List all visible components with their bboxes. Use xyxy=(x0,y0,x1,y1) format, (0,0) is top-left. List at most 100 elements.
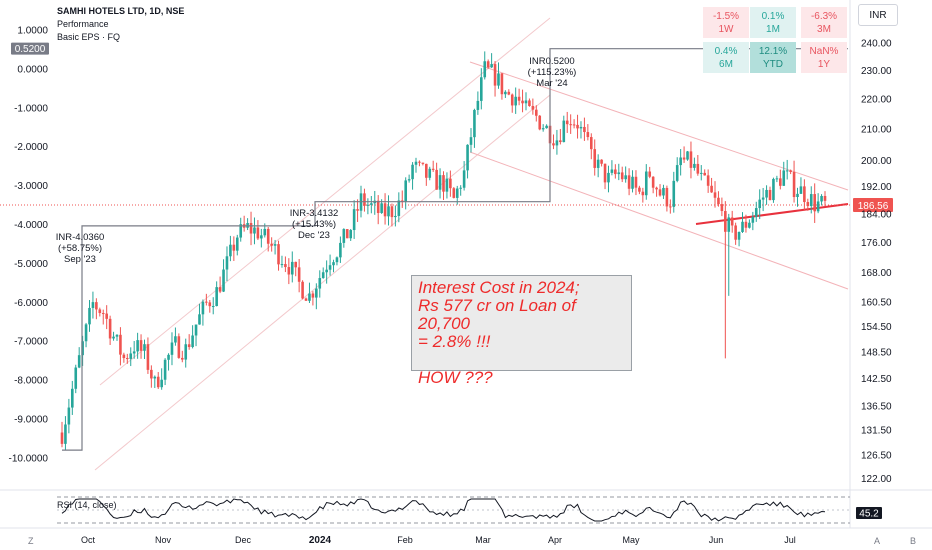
note-line-4: HOW ??? xyxy=(418,368,493,387)
candle-body xyxy=(136,340,139,352)
performance-period: 3M xyxy=(817,24,831,35)
performance-cell-1y[interactable]: NaN% 1Y xyxy=(801,42,847,73)
price-tick-label: 240.00 xyxy=(861,39,892,50)
candle-body xyxy=(741,221,744,232)
candle-body xyxy=(462,170,466,188)
candle-body xyxy=(321,272,325,279)
eps-tick-label: -9.0000 xyxy=(14,415,48,426)
candle-body xyxy=(284,264,287,268)
candle-body xyxy=(466,144,469,171)
current-price-badge xyxy=(853,198,893,213)
note-line-1: Interest Cost in 2024; xyxy=(418,278,580,297)
candle-body xyxy=(345,229,349,239)
price-tick-label: 148.50 xyxy=(861,347,892,358)
support-trendline xyxy=(695,203,849,225)
candle-body xyxy=(710,185,713,193)
performance-cell-1w[interactable]: -1.5% 1W xyxy=(703,7,749,38)
performance-value: 0.4% xyxy=(714,46,738,57)
candle-body xyxy=(287,267,291,275)
candle-body xyxy=(339,242,342,258)
candle-body xyxy=(394,215,397,218)
candle-body xyxy=(796,193,799,198)
candle-body xyxy=(311,293,315,298)
candle-body xyxy=(545,125,548,129)
candle-body xyxy=(198,314,201,325)
time-tick-label: 2024 xyxy=(309,535,332,546)
candle-body xyxy=(108,318,112,339)
candle-body xyxy=(758,199,761,209)
symbol-title[interactable]: SAMHI HOTELS LTD, 1D, NSE xyxy=(57,6,185,16)
candle-body xyxy=(249,223,253,234)
currency-button[interactable]: INR xyxy=(858,4,898,26)
time-tick-label: Nov xyxy=(155,535,172,545)
candle-body xyxy=(294,261,298,268)
candle-body xyxy=(579,126,583,129)
candle-body xyxy=(696,163,700,174)
candle-body xyxy=(101,313,105,315)
candle-body xyxy=(211,306,215,308)
candle-body xyxy=(634,176,638,188)
performance-cell-ytd[interactable]: 12.1% YTD xyxy=(750,42,796,73)
candle-body xyxy=(480,77,483,101)
candle-body xyxy=(500,73,504,95)
candle-body xyxy=(400,200,404,202)
note-line-3: = 2.8% !!! xyxy=(418,332,491,351)
candle-body xyxy=(297,267,301,282)
performance-cell-1m[interactable]: 0.1% 1M xyxy=(750,7,796,38)
candle-body xyxy=(768,189,772,201)
price-tick-label: 126.50 xyxy=(861,451,892,462)
sub-indicator-name[interactable]: Basic EPS · FQ xyxy=(57,32,121,42)
timezone-icon[interactable]: Z xyxy=(28,536,34,546)
candle-body xyxy=(490,64,493,68)
indicator-name[interactable]: Performance xyxy=(57,19,109,29)
candle-body xyxy=(370,203,373,205)
candle-body xyxy=(88,307,91,325)
candle-body xyxy=(163,359,167,380)
candle-body xyxy=(194,324,198,336)
candle-body xyxy=(497,73,500,86)
candle-body xyxy=(748,222,751,228)
rsi-pane: RSI (14, close) 45.2 xyxy=(57,496,882,524)
eps-annotation-label: (+15.43%) xyxy=(292,219,336,230)
candle-body xyxy=(785,170,789,172)
price-tick-label: 136.50 xyxy=(861,402,892,413)
candle-body xyxy=(583,126,586,133)
candle-body xyxy=(84,324,88,342)
candle-body xyxy=(273,244,277,246)
candle-body xyxy=(730,217,734,226)
settings-icon[interactable]: B xyxy=(910,536,917,546)
candle-body xyxy=(215,287,218,307)
price-tick-label: 220.00 xyxy=(861,94,892,105)
candle-body xyxy=(528,100,531,106)
candle-body xyxy=(620,172,624,180)
performance-cell-3m[interactable]: -6.3% 3M xyxy=(801,7,847,38)
annotation-note[interactable]: Interest Cost in 2024; Rs 577 cr on Loan… xyxy=(411,275,632,387)
candle-body xyxy=(765,189,768,198)
eps-annotation-label: INR0.5200 xyxy=(529,56,574,67)
time-tick-label: Dec xyxy=(235,535,252,545)
candle-body xyxy=(658,189,662,196)
chart-overlay: 186.56 xyxy=(853,198,893,213)
candle-body xyxy=(727,217,731,232)
eps-tick-label: -4.0000 xyxy=(14,220,48,231)
candle-body xyxy=(734,225,737,240)
candle-body xyxy=(813,194,816,212)
candle-body xyxy=(235,237,239,251)
candle-body xyxy=(335,257,339,263)
auto-scale-icon[interactable]: A xyxy=(874,536,881,546)
candle-body xyxy=(737,231,741,240)
performance-cell-6m[interactable]: 0.4% 6M xyxy=(703,42,749,73)
candle-body xyxy=(675,165,679,181)
current-price-label: 186.56 xyxy=(858,201,889,212)
candle-body xyxy=(435,169,438,190)
candle-body xyxy=(517,96,521,101)
candle-body xyxy=(418,161,421,163)
candle-body xyxy=(693,163,696,168)
candle-body xyxy=(624,175,627,180)
candle-body xyxy=(390,206,394,218)
candle-body xyxy=(521,100,524,104)
candle-body xyxy=(304,298,308,301)
candle-body xyxy=(411,164,414,180)
price-tick-label: 122.00 xyxy=(861,474,892,485)
